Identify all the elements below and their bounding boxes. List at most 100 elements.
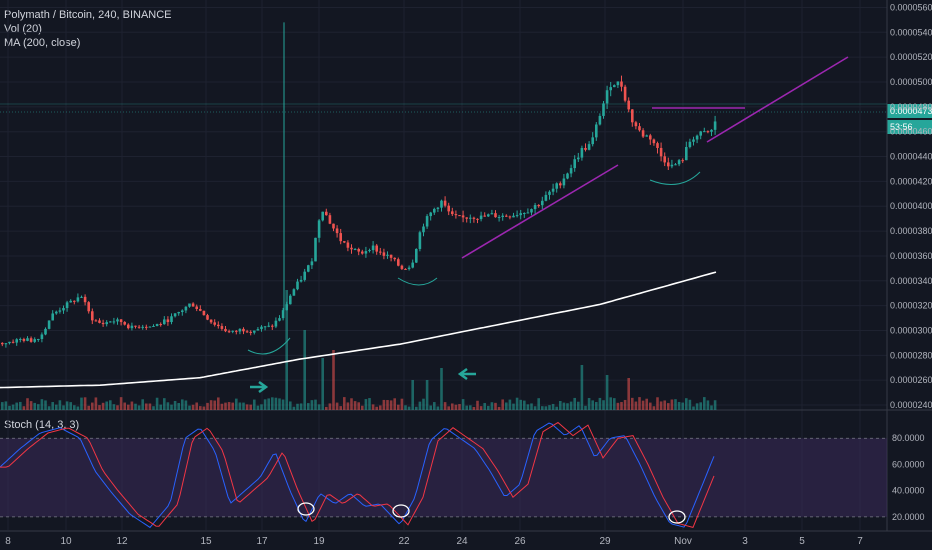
volume-bar <box>447 406 450 410</box>
volume-bar <box>26 398 29 410</box>
volume-bar <box>231 402 234 410</box>
cup-arc <box>397 277 438 286</box>
volume-bar <box>436 406 440 410</box>
candle-body <box>400 265 404 269</box>
volume-bar <box>713 400 717 410</box>
volume-bar <box>695 403 699 410</box>
candle-body <box>501 215 504 218</box>
volume-bar <box>397 404 400 410</box>
candle-body <box>541 200 544 206</box>
time-axis-label: 10 <box>60 536 72 547</box>
volume-bar <box>461 399 465 410</box>
volume-bar <box>379 405 382 410</box>
volume-bar <box>141 399 144 410</box>
volume-bar <box>368 398 371 410</box>
volume-bar <box>451 403 454 410</box>
volume-bar <box>429 405 432 410</box>
chart-title: Polymath / Bitcoin, 240, BINANCE <box>4 9 172 21</box>
volume-bar <box>220 403 224 410</box>
time-axis-label: 8 <box>5 536 11 547</box>
volume-bar <box>271 397 274 410</box>
volume-bar <box>346 402 350 410</box>
volume-bar <box>55 404 58 410</box>
candle-body <box>389 254 393 258</box>
volume-bar <box>645 398 648 410</box>
volume-bar <box>530 403 533 410</box>
ma-indicator-label[interactable]: MA (200, close) <box>4 37 81 49</box>
volume-bar <box>703 397 706 410</box>
volume-bar <box>80 397 83 410</box>
candle-body <box>231 330 234 332</box>
volume-bar <box>11 404 15 410</box>
volume-bar <box>289 401 292 410</box>
candle-body <box>469 217 472 219</box>
ascending-trendline <box>706 56 849 143</box>
candle-body <box>256 329 260 331</box>
candle-body <box>397 259 400 266</box>
candle-body <box>649 135 652 140</box>
volume-bar <box>314 399 317 410</box>
time-axis-label: 29 <box>599 536 611 547</box>
volume-bar <box>101 402 105 410</box>
volume-bar <box>533 406 537 410</box>
cup-arc <box>247 337 291 355</box>
candle-body <box>343 241 346 243</box>
candle-body <box>415 248 418 263</box>
candle-body <box>11 341 15 343</box>
price-axis-label: 0.00005600 <box>890 2 932 12</box>
candle-body <box>271 325 274 327</box>
volume-bar <box>166 402 170 410</box>
volume-bar <box>519 399 522 410</box>
oversold-circle <box>668 510 686 524</box>
candle-body <box>253 330 256 333</box>
volume-bar <box>51 402 54 410</box>
candle-body <box>710 129 713 132</box>
volume-bar <box>566 403 569 410</box>
last-price-badge: 0.00004731 <box>887 104 932 118</box>
candle-body <box>641 130 645 137</box>
candle-body <box>274 320 278 327</box>
candle-body <box>332 223 335 229</box>
candle-body <box>19 338 22 340</box>
candle-body <box>242 328 245 332</box>
volume-bar <box>332 350 335 410</box>
volume-bar <box>548 405 551 410</box>
volume-bar <box>303 330 306 410</box>
volume-bar <box>119 397 123 410</box>
candle-body <box>317 220 321 238</box>
candle-body <box>497 217 501 219</box>
time-axis-label: 3 <box>742 536 748 547</box>
volume-bar <box>47 406 51 410</box>
candle-body <box>476 218 479 220</box>
candle-body <box>159 324 162 326</box>
candle-body <box>163 319 166 325</box>
candle-body <box>569 168 573 174</box>
volume-bar <box>238 402 242 410</box>
candle-body <box>544 194 548 201</box>
candle-body <box>627 100 630 110</box>
volume-bar <box>73 405 76 410</box>
volume-bar <box>8 405 11 410</box>
candle-body <box>303 271 306 280</box>
candle-body <box>548 191 551 195</box>
candle-body <box>278 318 281 321</box>
volume-bar <box>235 398 238 410</box>
stoch-axis-label: 80.0000 <box>892 433 925 443</box>
volume-bar <box>188 405 191 410</box>
volume-bar <box>94 397 98 410</box>
candle-body <box>393 257 396 260</box>
volume-bar <box>656 397 659 410</box>
volume-bar <box>411 380 414 410</box>
volume-bar <box>109 400 112 410</box>
volume-bar <box>674 399 677 410</box>
volume-bar <box>605 375 609 410</box>
candle-body <box>307 265 310 272</box>
volume-bar <box>256 405 260 410</box>
candle-body <box>433 208 436 213</box>
volume-bar <box>595 402 598 410</box>
stoch-axis-label: 40.0000 <box>892 486 925 496</box>
candle-body <box>94 320 98 322</box>
